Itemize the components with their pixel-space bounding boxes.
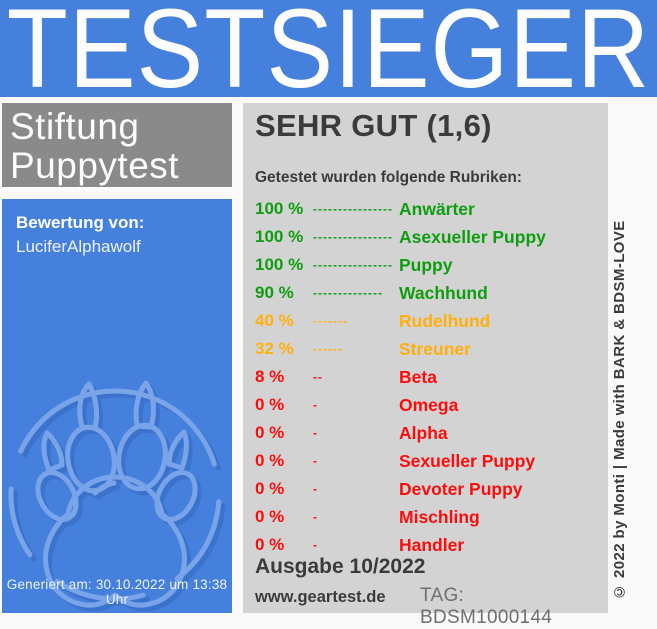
rubric-label: Sexueller Puppy [399, 450, 536, 471]
paw-print-icon [8, 380, 222, 608]
rubric-dash-bar: - [313, 538, 318, 552]
generated-timestamp: Generiert am: 30.10.2022 um 13:38 Uhr [6, 577, 228, 607]
rubric-label: Rudelhund [399, 310, 491, 331]
rubric-dash-bar: -- [313, 370, 323, 384]
rubric-label: Alpha [399, 422, 448, 443]
rubric-dash-bar: ------- [313, 314, 348, 328]
rubric-percent: 40 % [255, 311, 294, 330]
rubric-row: 100 % ---------------- Puppy [255, 251, 602, 279]
result-panel: SEHR GUT (1,6) Getestet wurden folgende … [243, 103, 608, 628]
rubric-dash-bar: - [313, 482, 318, 496]
rubric-dash-bar: - [313, 426, 318, 440]
rubric-row: 0 % - Devoter Puppy [255, 475, 602, 503]
rubric-label: Wachhund [399, 282, 488, 303]
rubric-row: 100 % ---------------- Asexueller Puppy [255, 223, 602, 251]
rubric-percent: 32 % [255, 339, 294, 358]
rubric-percent: 100 % [255, 227, 304, 246]
grade-title: SEHR GUT (1,6) [255, 108, 492, 143]
rubrics-subtitle: Getestet wurden folgende Rubriken: [255, 169, 522, 186]
rubric-label: Mischling [399, 506, 480, 527]
rubric-dash-bar: ---------------- [313, 258, 393, 272]
rubric-row: 0 % - Omega [255, 391, 602, 419]
rubric-label: Devoter Puppy [399, 478, 523, 499]
copyright-vertical: © 2022 by Monti | Made with BARK & BDSM-… [611, 220, 628, 600]
website-link[interactable]: www.geartest.de [255, 588, 386, 606]
rubric-percent: 100 % [255, 199, 304, 218]
org-name-line2: Puppytest [10, 145, 180, 186]
rubric-label: Streuner [399, 338, 471, 359]
rubric-row: 90 % -------------- Wachhund [255, 279, 602, 307]
rubric-percent: 100 % [255, 255, 304, 274]
rubric-label: Anwärter [399, 198, 475, 219]
rater-name: LuciferAlphawolf [16, 237, 141, 256]
rubric-label: Handler [399, 534, 465, 555]
org-name-line1: Stiftung [10, 106, 140, 147]
rubric-dash-bar: ------ [313, 342, 343, 356]
rubric-percent: 0 % [255, 451, 285, 470]
rubric-dash-bar: - [313, 398, 318, 412]
rubric-percent: 90 % [255, 283, 294, 302]
rubric-dash-bar: -------------- [313, 286, 383, 300]
rubric-percent: 8 % [255, 367, 285, 386]
tag-id: TAG: BDSM1000144 [420, 585, 553, 628]
rubric-percent: 0 % [255, 507, 285, 526]
rubric-dash-bar: ---------------- [313, 202, 393, 216]
rubric-dash-bar: - [313, 510, 318, 524]
rater-box: Bewertung von: LuciferAlphawolf Generier [2, 199, 232, 613]
rubric-label: Omega [399, 394, 459, 415]
rubric-percent: 0 % [255, 395, 285, 414]
rubric-row: 32 % ------ Streuner [255, 335, 602, 363]
rubric-label: Puppy [399, 254, 453, 275]
rubric-percent: 0 % [255, 423, 285, 442]
org-box: Stiftung Puppytest [2, 103, 232, 187]
rubric-row: 0 % - Mischling [255, 503, 602, 531]
issue-label: Ausgabe 10/2022 [255, 555, 426, 578]
footer-row: www.geartest.de TAG: BDSM1000144 [255, 585, 598, 628]
rubric-row: 8 % -- Beta [255, 363, 602, 391]
rubric-row: 0 % - Sexueller Puppy [255, 447, 602, 475]
rubric-percent: 0 % [255, 535, 285, 554]
rubric-row: 0 % - Handler [255, 531, 602, 559]
rated-by-label: Bewertung von: [16, 213, 145, 232]
rubric-percent: 0 % [255, 479, 285, 498]
rubric-list: 100 % ---------------- Anwärter 100 % --… [255, 195, 602, 559]
banner: TESTSIEGER [0, 0, 657, 97]
rubric-row: 100 % ---------------- Anwärter [255, 195, 602, 223]
rubric-dash-bar: - [313, 454, 318, 468]
banner-title: TESTSIEGER [6, 0, 651, 97]
rubric-label: Beta [399, 366, 437, 387]
rubric-label: Asexueller Puppy [399, 226, 546, 247]
rubric-row: 0 % - Alpha [255, 419, 602, 447]
rubric-row: 40 % ------- Rudelhund [255, 307, 602, 335]
rubric-dash-bar: ---------------- [313, 230, 393, 244]
